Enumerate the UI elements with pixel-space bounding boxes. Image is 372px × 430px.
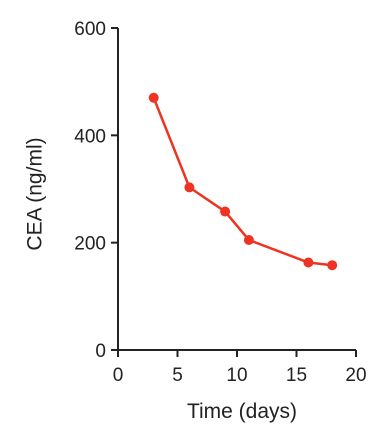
series-line: [152, 97, 333, 267]
axes: [117, 28, 356, 351]
x-axis-title: Time (days): [187, 400, 297, 423]
data-point: [220, 206, 231, 217]
data-point: [303, 257, 314, 268]
x-tick-label: 0: [113, 365, 124, 386]
x-tick-label: 15: [286, 365, 307, 386]
y-axis-title: CEA (ng/ml): [24, 137, 47, 250]
x-axis-ticks: 0 5 10 15 20: [113, 350, 367, 386]
data-point: [184, 182, 195, 193]
series-group: [148, 92, 338, 271]
data-point: [327, 260, 338, 271]
y-tick-label: 600: [74, 19, 106, 40]
x-tick-label: 5: [172, 365, 183, 386]
data-point: [243, 234, 254, 245]
y-tick-label: 200: [74, 234, 106, 255]
x-tick-label: 10: [226, 365, 247, 386]
y-tick-label: 400: [74, 126, 106, 147]
x-tick-label: 20: [345, 365, 366, 386]
y-tick-label: 0: [95, 341, 106, 362]
data-point: [148, 92, 159, 103]
y-axis-ticks: 0 200 400 600: [74, 19, 118, 362]
